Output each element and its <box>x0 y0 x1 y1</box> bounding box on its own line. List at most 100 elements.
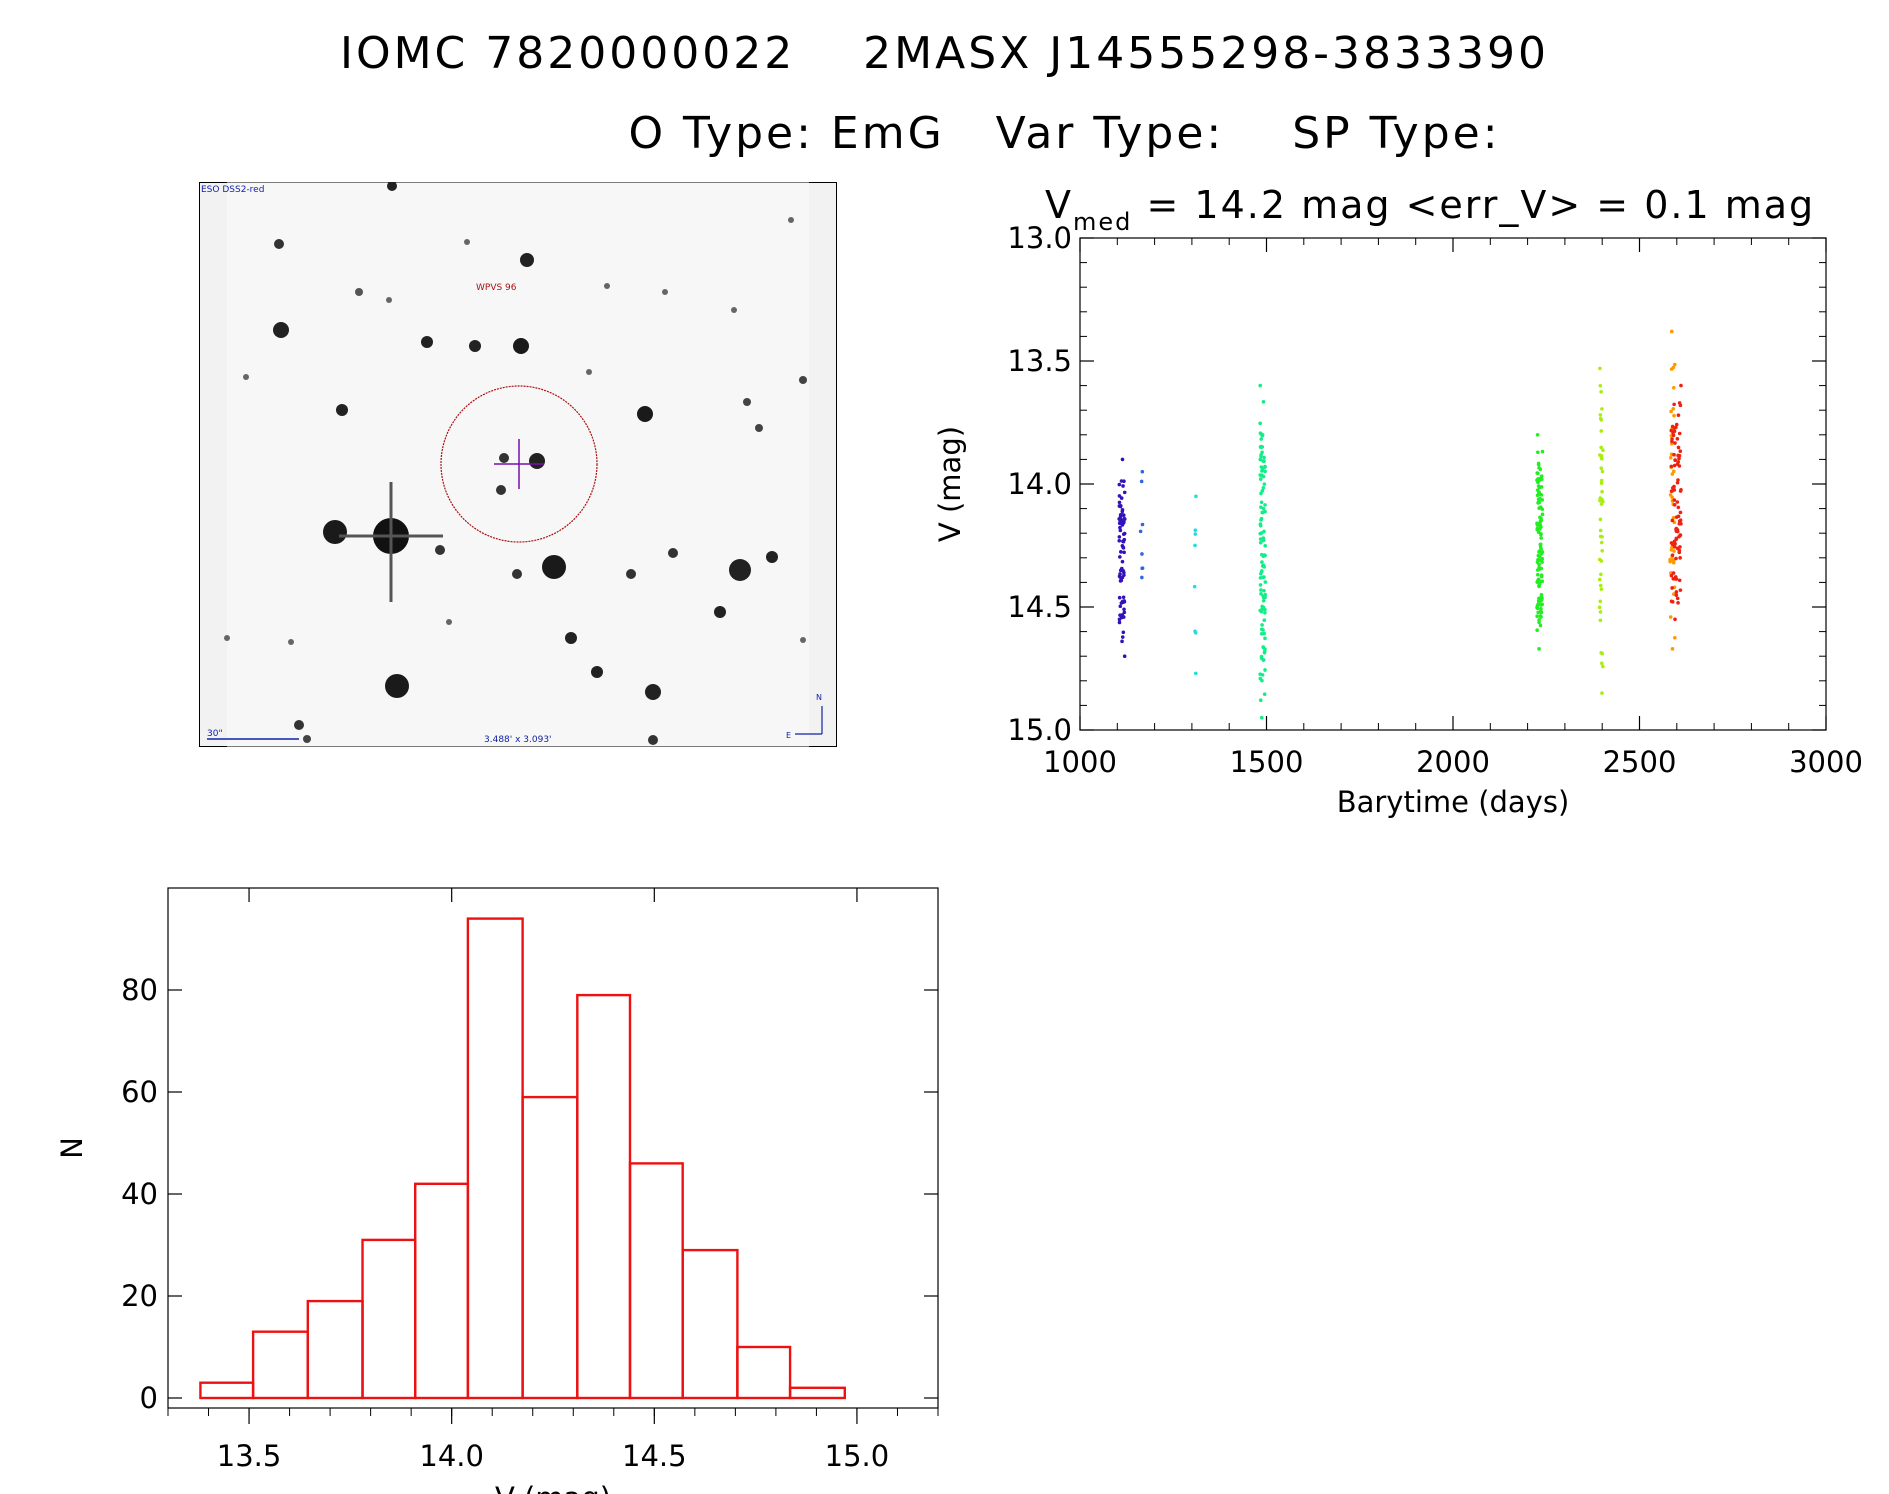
data-point <box>1537 647 1541 651</box>
data-point <box>1119 496 1124 500</box>
star <box>387 182 397 191</box>
data-point <box>1537 558 1542 562</box>
histogram-bar <box>736 1345 792 1400</box>
data-point <box>1539 485 1544 489</box>
star <box>586 369 592 375</box>
data-point <box>1258 672 1263 676</box>
data-point <box>1120 635 1125 639</box>
data-point <box>1540 512 1545 517</box>
data-point <box>1193 629 1197 634</box>
data-point <box>1536 553 1541 558</box>
x-axis-label: V (mag) <box>495 1481 611 1494</box>
data-point <box>1193 543 1197 548</box>
star <box>648 735 658 745</box>
data-point <box>1258 698 1263 702</box>
star <box>385 674 409 698</box>
star <box>386 297 392 303</box>
data-point <box>1538 532 1543 536</box>
data-point <box>1669 573 1674 578</box>
fov-label: 3.488' x 3.093' <box>484 735 552 745</box>
data-point <box>1675 437 1680 441</box>
data-point <box>1259 505 1263 510</box>
data-point <box>1535 433 1540 437</box>
data-point <box>1259 454 1263 459</box>
data-point <box>1672 488 1677 492</box>
data-point <box>1258 576 1263 580</box>
data-point <box>1679 383 1683 388</box>
data-point <box>1536 484 1541 488</box>
data-point <box>1539 573 1544 577</box>
east-label: E <box>786 731 791 740</box>
data-point <box>1676 445 1681 450</box>
data-point <box>1260 678 1264 683</box>
data-point <box>1258 540 1263 545</box>
y-tick-label: 13.5 <box>1007 344 1072 378</box>
star <box>499 453 509 463</box>
data-point <box>1261 598 1266 603</box>
data-point <box>1674 536 1679 541</box>
data-point <box>1117 504 1122 508</box>
data-point <box>1119 576 1123 580</box>
histogram-bar <box>681 1248 739 1400</box>
data-point <box>1600 497 1604 502</box>
data-point <box>1117 595 1122 600</box>
data-point <box>1118 572 1122 576</box>
data-point <box>1260 569 1264 573</box>
data-point <box>1122 550 1126 555</box>
data-point <box>1261 658 1266 662</box>
data-point <box>1677 453 1682 458</box>
data-point <box>1193 532 1198 536</box>
x-tick-label: 13.5 <box>217 1439 282 1473</box>
data-point <box>1535 521 1539 526</box>
data-point <box>1263 647 1267 652</box>
star <box>243 374 249 380</box>
data-point <box>1261 506 1266 511</box>
data-point <box>1597 577 1602 582</box>
data-point <box>1539 603 1543 607</box>
star <box>464 239 470 245</box>
data-point <box>1263 503 1267 507</box>
data-point <box>1600 489 1604 494</box>
data-point <box>1672 463 1677 468</box>
data-point <box>1674 590 1679 594</box>
data-point <box>1261 459 1265 463</box>
data-point <box>1122 490 1127 495</box>
x-tick-label: 14.5 <box>622 1439 687 1473</box>
magnitude-histogram: 0 20 40 60 80 13.5 14.0 14.5 15.0 V (mag) N <box>60 887 939 1494</box>
histogram-bar <box>251 1330 310 1400</box>
y-tick-label: 14.5 <box>1007 590 1072 624</box>
target-circle <box>440 385 598 543</box>
data-point <box>1671 560 1676 565</box>
data-point <box>1536 497 1541 502</box>
data-point <box>1599 540 1604 545</box>
data-point <box>1599 478 1604 483</box>
data-point <box>1140 522 1145 527</box>
y-tick-label: 80 <box>121 973 158 1007</box>
data-point <box>1676 478 1680 482</box>
data-point <box>1599 429 1604 433</box>
x-tick-label: 2500 <box>1603 745 1677 779</box>
data-point <box>1193 528 1198 532</box>
data-point <box>1122 537 1127 542</box>
data-point <box>1673 617 1677 622</box>
star <box>496 485 506 495</box>
data-point <box>1675 596 1680 601</box>
x-tick-label: 2000 <box>1416 745 1490 779</box>
data-point <box>1671 576 1676 581</box>
data-point <box>1671 469 1676 474</box>
data-point <box>1537 500 1542 505</box>
data-point <box>1262 455 1266 460</box>
data-point <box>1262 618 1267 622</box>
data-point <box>1122 531 1127 536</box>
histogram-bar <box>306 1299 364 1400</box>
data-point <box>1671 365 1676 370</box>
data-point <box>1669 409 1673 414</box>
data-point <box>1262 575 1266 579</box>
data-point <box>1674 526 1679 531</box>
data-point <box>1263 610 1267 615</box>
data-point <box>1677 464 1682 468</box>
data-point <box>1539 474 1544 479</box>
data-point <box>1677 456 1681 461</box>
data-point <box>1539 516 1543 520</box>
data-point <box>1261 605 1266 610</box>
